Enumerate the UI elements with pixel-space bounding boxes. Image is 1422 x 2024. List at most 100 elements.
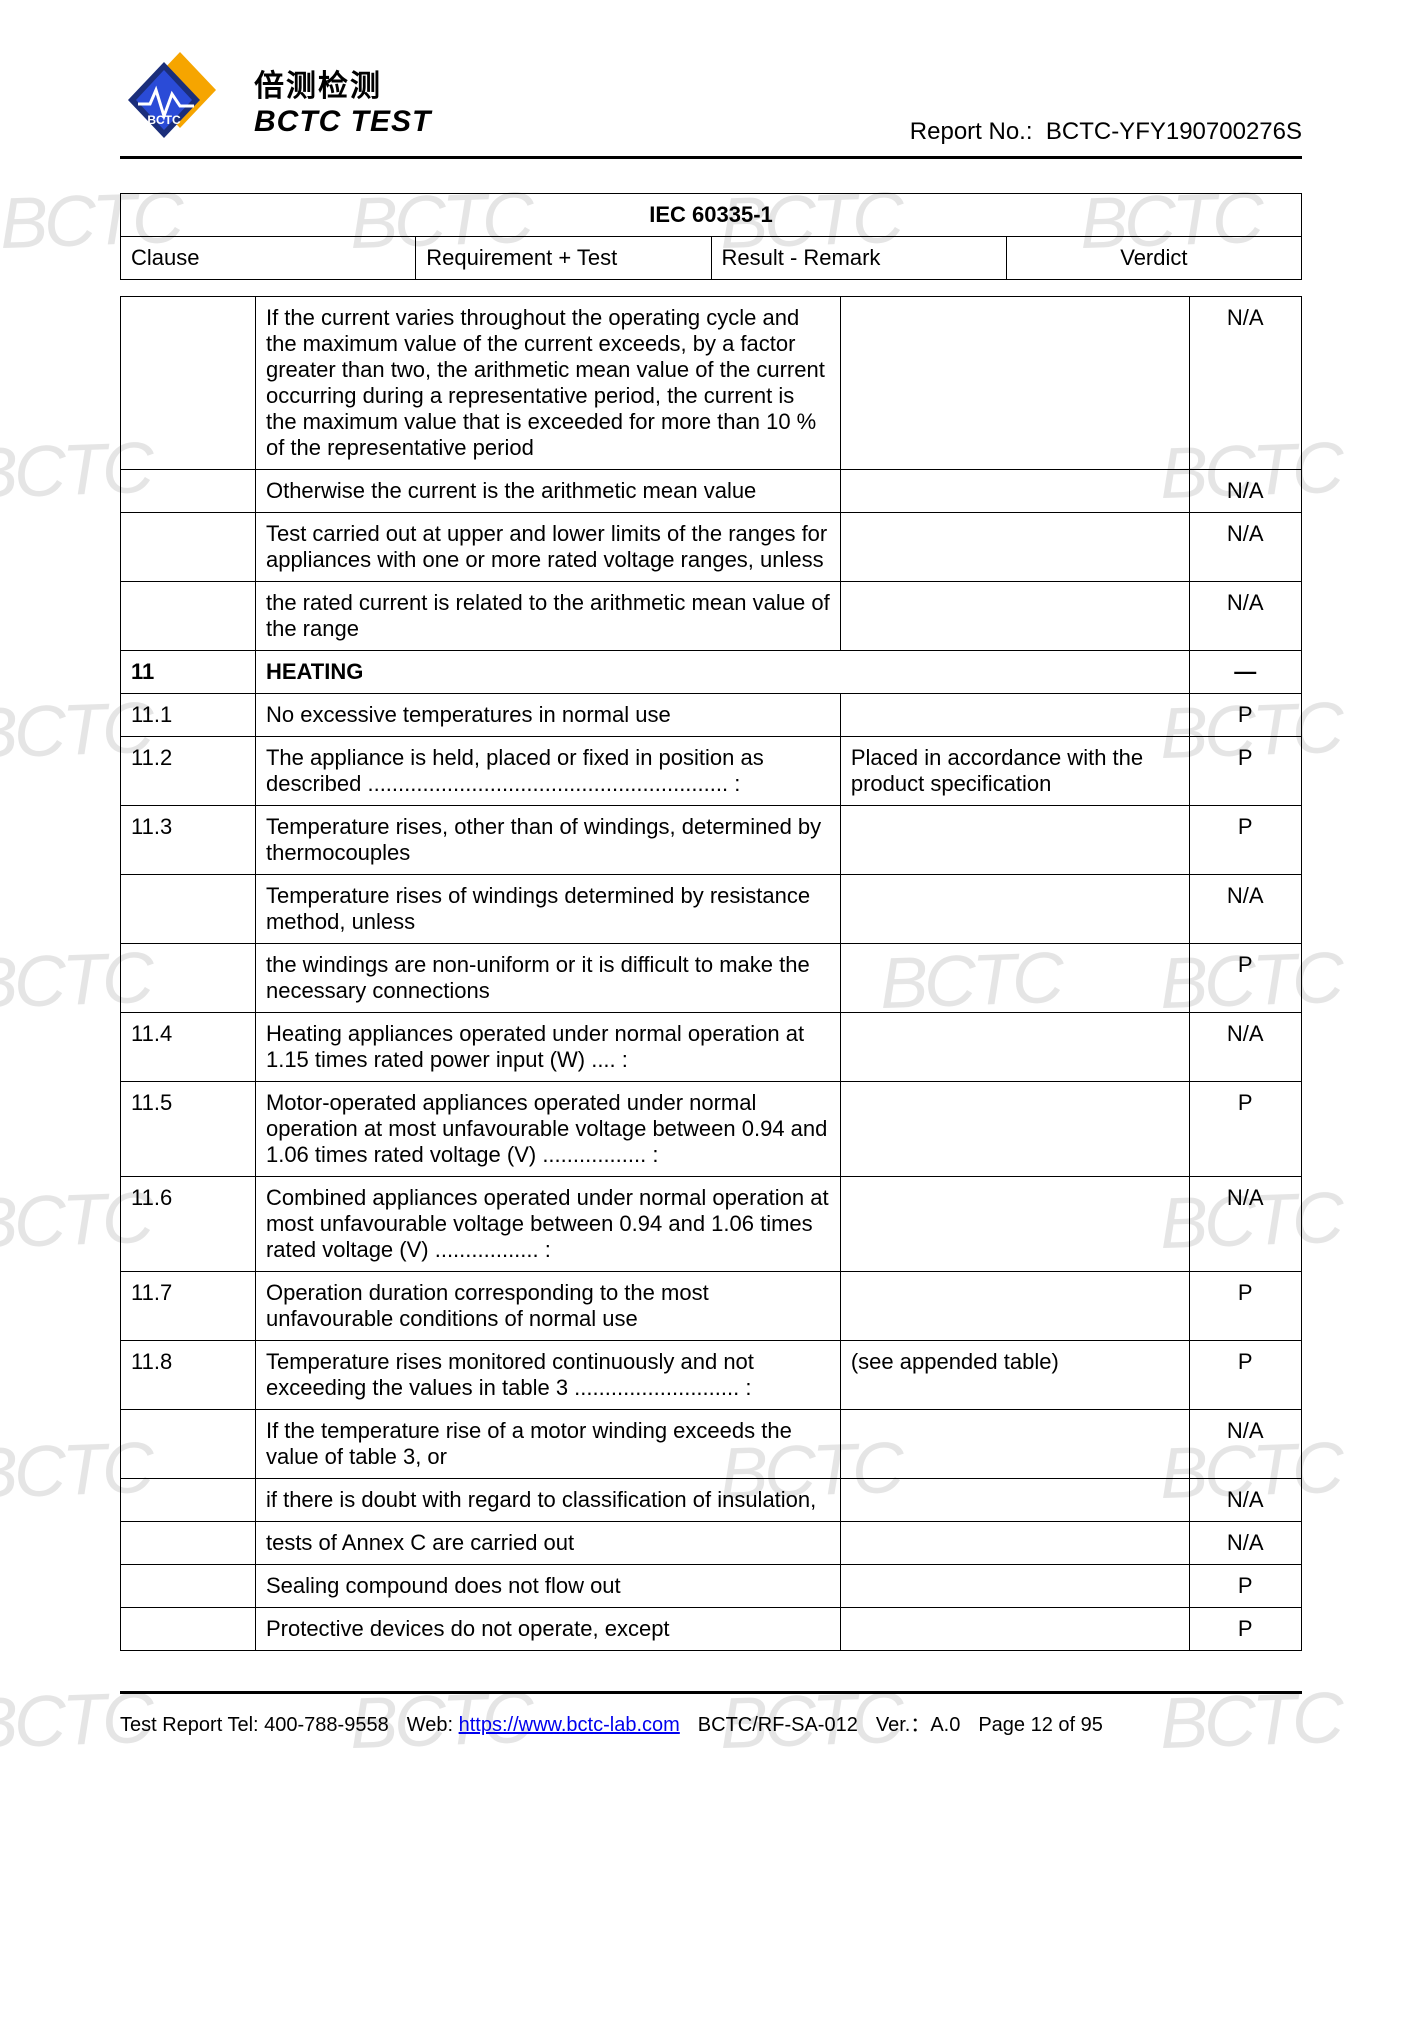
requirement-cell: HEATING [255,651,1189,694]
footer: Test Report Tel: 400-788-9558 Web: https… [120,1691,1302,1737]
result-cell [840,1013,1189,1082]
verdict-cell: N/A [1189,470,1301,513]
verdict-cell: P [1189,1082,1301,1177]
verdict-cell: P [1189,806,1301,875]
result-cell [840,1565,1189,1608]
table-row: 11.7Operation duration corresponding to … [121,1272,1302,1341]
footer-ver: Ver.：A.0 [876,1708,961,1737]
req-cell: Temperature rises, other than of winding… [255,806,840,875]
table-row: 11.4Heating appliances operated under no… [121,1013,1302,1082]
footer-web: Web: https://www.bctc-lab.com [407,1714,680,1737]
clause-cell [121,1565,256,1608]
req-cell: Sealing compound does not flow out [255,1565,840,1608]
result-cell [840,806,1189,875]
clause-cell: 11 [121,651,256,694]
verdict-cell: N/A [1189,875,1301,944]
table-row: 11HEATING— [121,651,1302,694]
req-cell: If the current varies throughout the ope… [255,297,840,470]
result-cell [840,513,1189,582]
verdict-cell: P [1189,1272,1301,1341]
verdict-cell: N/A [1189,1522,1301,1565]
col-clause: Clause [121,237,416,280]
table-row: 11.2The appliance is held, placed or fix… [121,737,1302,806]
verdict-cell: N/A [1189,297,1301,470]
req-cell: The appliance is held, placed or fixed i… [255,737,840,806]
req-cell: Heating appliances operated under normal… [255,1013,840,1082]
table-row: Otherwise the current is the arithmetic … [121,470,1302,513]
table-row: if there is doubt with regard to classif… [121,1479,1302,1522]
result-cell [840,1410,1189,1479]
logo-text-cn: 倍测检测 [254,61,431,105]
result-cell [840,1082,1189,1177]
clause-cell [121,875,256,944]
verdict-cell: N/A [1189,1013,1301,1082]
req-cell: Operation duration corresponding to the … [255,1272,840,1341]
verdict-cell: P [1189,944,1301,1013]
table-row: Test carried out at upper and lower limi… [121,513,1302,582]
verdict-cell: P [1189,737,1301,806]
clause-cell [121,1522,256,1565]
col-verdict: Verdict [1006,237,1301,280]
clause-cell [121,944,256,1013]
req-cell: if there is doubt with regard to classif… [255,1479,840,1522]
result-cell: (see appended table) [840,1341,1189,1410]
req-cell: Protective devices do not operate, excep… [255,1608,840,1651]
clause-cell [121,513,256,582]
result-cell [840,297,1189,470]
req-cell: Otherwise the current is the arithmetic … [255,470,840,513]
req-cell: tests of Annex C are carried out [255,1522,840,1565]
table-row: 11.8Temperature rises monitored continuo… [121,1341,1302,1410]
table-row: tests of Annex C are carried out N/A [121,1522,1302,1565]
req-cell: Motor-operated appliances operated under… [255,1082,840,1177]
verdict-cell: — [1189,651,1301,694]
standard-title: IEC 60335-1 [121,194,1302,237]
clause-cell: 11.6 [121,1177,256,1272]
report-number: Report No.: BCTC-YFY190700276S [910,118,1302,146]
clause-cell [121,1410,256,1479]
result-cell [840,875,1189,944]
table-row: Temperature rises of windings determined… [121,875,1302,944]
requirements-table: If the current varies throughout the ope… [120,296,1302,1651]
table-row: 11.6Combined appliances operated under n… [121,1177,1302,1272]
result-cell [840,582,1189,651]
clause-cell: 11.8 [121,1341,256,1410]
req-cell: If the temperature rise of a motor windi… [255,1410,840,1479]
footer-web-link[interactable]: https://www.bctc-lab.com [459,1714,680,1736]
col-requirement: Requirement + Test [416,237,711,280]
table-row: Sealing compound does not flow out P [121,1565,1302,1608]
table-row: 11.5Motor-operated appliances operated u… [121,1082,1302,1177]
req-cell: Temperature rises monitored continuously… [255,1341,840,1410]
bctc-logo-icon: BCTC [120,50,240,150]
verdict-cell: P [1189,694,1301,737]
table-row: the windings are non-uniform or it is di… [121,944,1302,1013]
logo-block: BCTC 倍测检测 BCTC TEST [120,50,431,150]
clause-cell: 11.5 [121,1082,256,1177]
table-row: Protective devices do not operate, excep… [121,1608,1302,1651]
footer-doc: BCTC/RF-SA-012 [698,1714,858,1737]
verdict-cell: P [1189,1341,1301,1410]
verdict-cell: P [1189,1608,1301,1651]
verdict-cell: N/A [1189,1410,1301,1479]
col-result: Result - Remark [711,237,1006,280]
verdict-cell: N/A [1189,1479,1301,1522]
clause-cell: 11.3 [121,806,256,875]
result-cell [840,1522,1189,1565]
clause-cell [121,1479,256,1522]
clause-cell: 11.2 [121,737,256,806]
table-row: If the current varies throughout the ope… [121,297,1302,470]
result-cell [840,1479,1189,1522]
clause-cell: 11.1 [121,694,256,737]
verdict-cell: P [1189,1565,1301,1608]
result-cell [840,944,1189,1013]
table-row: the rated current is related to the arit… [121,582,1302,651]
table-row: 11.1No excessive temperatures in normal … [121,694,1302,737]
result-cell [840,470,1189,513]
result-cell [840,694,1189,737]
verdict-cell: N/A [1189,1177,1301,1272]
clause-cell [121,297,256,470]
req-cell: No excessive temperatures in normal use [255,694,840,737]
clause-cell [121,1608,256,1651]
table-row: 11.3Temperature rises, other than of win… [121,806,1302,875]
result-cell: Placed in accordance with the product sp… [840,737,1189,806]
req-cell: the rated current is related to the arit… [255,582,840,651]
